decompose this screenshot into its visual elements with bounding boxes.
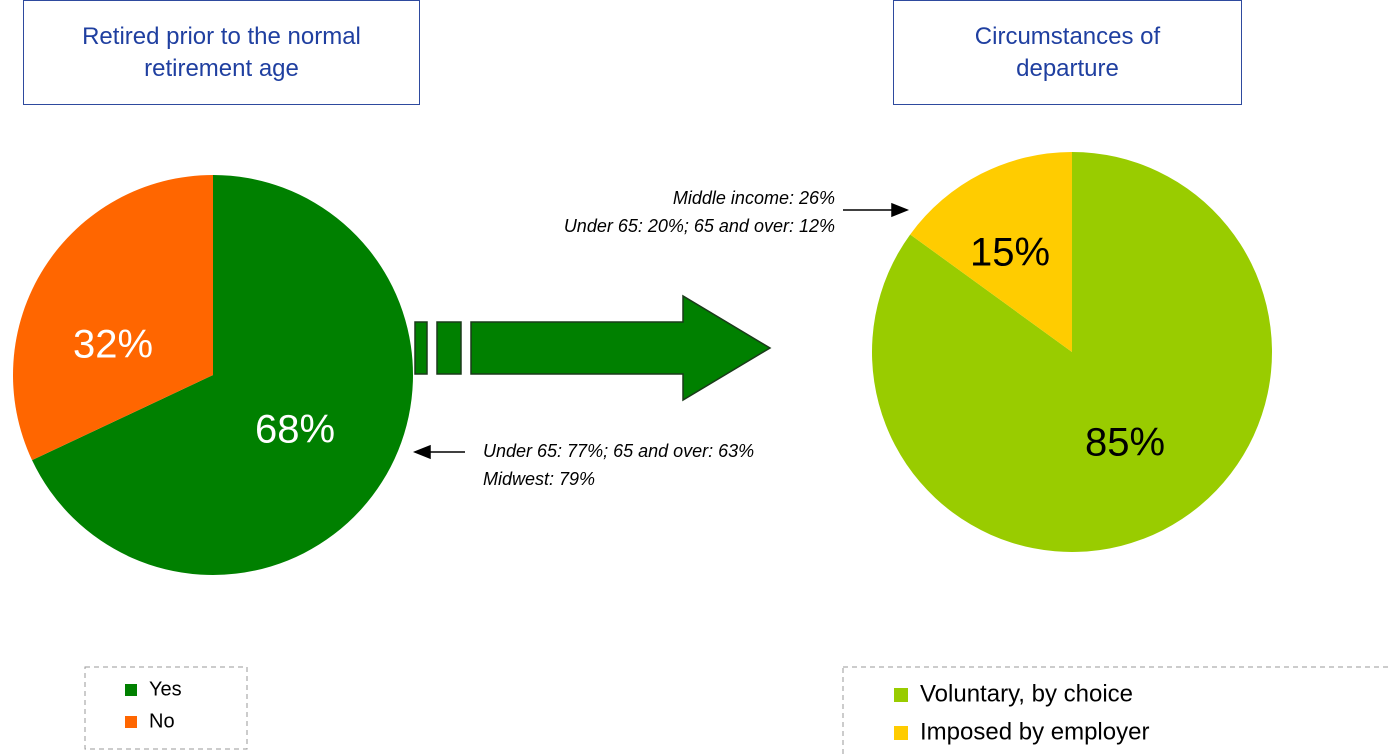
legend-label: Yes: [149, 678, 182, 700]
chart-title: Retired prior to the normal retirement a…: [82, 22, 361, 82]
annotation: Midwest: 79%: [483, 469, 595, 489]
pie-slice: [910, 152, 1072, 352]
slice-label: 68%: [255, 408, 335, 452]
legend-swatch: [125, 716, 137, 728]
pie-slice: [13, 175, 213, 461]
arrow-bar: [436, 321, 462, 375]
title-box: Retired prior to the normal retirement a…: [23, 0, 420, 105]
legend-swatch: [125, 684, 137, 696]
legend-label: Voluntary, by choice: [920, 680, 1133, 707]
legend-label: No: [149, 710, 175, 732]
annotation-arrows: [412, 202, 910, 460]
legend-box: [842, 666, 1391, 754]
arrow-bar: [414, 321, 428, 375]
slice-label: 32%: [73, 323, 153, 367]
annotation: Under 65: 20%; 65 and over: 12%: [564, 216, 835, 236]
pointer-head: [412, 444, 431, 460]
legend-box: [84, 666, 248, 750]
pointer-head: [891, 202, 910, 218]
slice-label: 85%: [1085, 421, 1165, 465]
flow-arrow: [414, 294, 772, 402]
legend-swatch: [894, 688, 908, 702]
title-box: Circumstances of departure: [893, 0, 1242, 105]
slice-label: 15%: [970, 231, 1050, 275]
legend-swatch: [894, 726, 908, 740]
legend-label: Imposed by employer: [920, 718, 1149, 745]
arrow-head: [470, 294, 772, 402]
chart-title: Circumstances of departure: [974, 22, 1161, 82]
annotation: Middle income: 26%: [673, 188, 835, 208]
pie-slice: [32, 175, 414, 575]
annotation: Under 65: 77%; 65 and over: 63%: [483, 441, 754, 461]
